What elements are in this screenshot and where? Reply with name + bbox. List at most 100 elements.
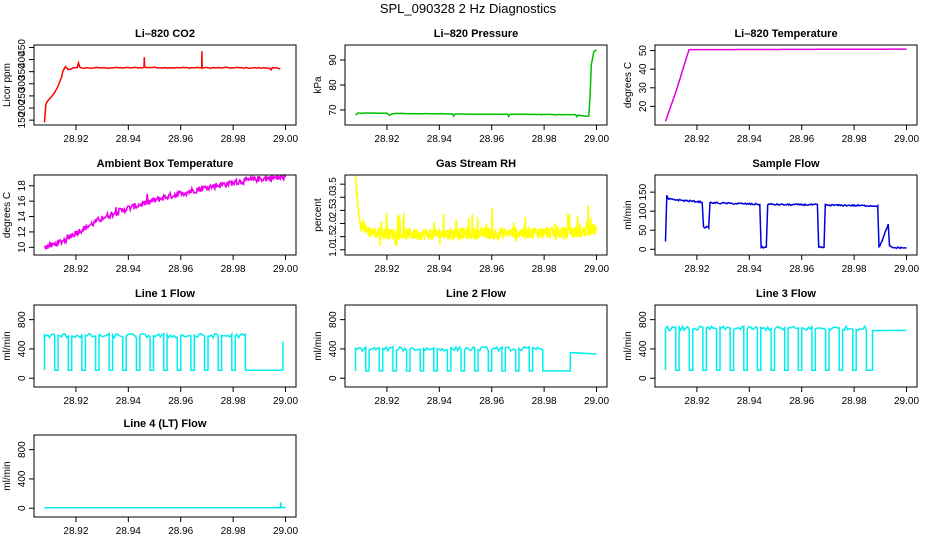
chart-panel: Ambient Box Temperature 28.92 28.94 28.96 28… xyxy=(2,158,298,275)
y-tick-label: 350 xyxy=(17,63,28,80)
x-tick-label: 28.94 xyxy=(116,264,141,275)
y-tick-label: 3.0 xyxy=(328,190,339,204)
x-tick-label: 28.98 xyxy=(842,264,867,275)
series-line xyxy=(664,324,907,371)
x-tick-label: 28.92 xyxy=(63,396,88,407)
plot-frame xyxy=(654,304,918,388)
series-line xyxy=(354,345,597,372)
y-tick-label: 800 xyxy=(328,311,339,328)
y-tick-label: 16 xyxy=(17,195,28,207)
x-tick-label: 28.92 xyxy=(684,264,709,275)
chart-title: Line 4 (LT) Flow xyxy=(124,418,207,430)
series-line xyxy=(664,48,907,122)
x-tick-label: 28.96 xyxy=(479,396,504,407)
y-tick-label: 40 xyxy=(638,63,649,75)
y-tick-label: 18 xyxy=(17,180,28,192)
series-line xyxy=(43,331,284,371)
y-tick-label: 12 xyxy=(17,226,28,238)
y-tick-label: 3.5 xyxy=(328,177,339,191)
y-tick-label: 450 xyxy=(17,39,28,56)
x-tick-label: 28.92 xyxy=(63,264,88,275)
x-tick-label: 28.94 xyxy=(116,134,141,145)
y-tick-label: 150 xyxy=(638,183,649,200)
plot-frame xyxy=(654,174,918,256)
x-tick-label: 28.98 xyxy=(842,396,867,407)
plot-frame xyxy=(33,44,297,126)
series-line xyxy=(354,174,598,247)
y-tick-label: 300 xyxy=(17,75,28,92)
y-tick-label: 0 xyxy=(638,375,649,381)
x-tick-label: 28.96 xyxy=(479,134,504,145)
x-tick-label: 28.94 xyxy=(116,526,141,537)
y-tick-label: 2.0 xyxy=(328,216,339,230)
x-tick-label: 28.94 xyxy=(737,396,762,407)
y-axis-label: ml/min xyxy=(313,331,324,360)
x-tick-label: 28.98 xyxy=(221,134,246,145)
x-tick-label: 28.98 xyxy=(221,526,246,537)
y-axis-label: percent xyxy=(313,198,324,232)
chart-title: Li–820 Temperature xyxy=(734,28,837,40)
chart-panel: Line 3 Flow 28.92 28.94 28.96 28.98 29.00 0 400… xyxy=(623,288,919,407)
y-axis-label: ml/min xyxy=(2,461,13,490)
y-tick-label: 100 xyxy=(638,202,649,219)
y-tick-label: 20 xyxy=(638,100,649,112)
y-axis-label: Licor ppm xyxy=(2,63,13,107)
y-tick-label: 70 xyxy=(328,104,339,116)
y-tick-label: 800 xyxy=(17,441,28,458)
y-tick-label: 50 xyxy=(638,224,649,236)
chart-title: Line 1 Flow xyxy=(135,288,195,300)
x-tick-label: 28.98 xyxy=(532,134,557,145)
plot-frame xyxy=(344,174,608,256)
chart-panel: Line 1 Flow 28.92 28.94 28.96 28.98 29.00 0 400… xyxy=(2,288,298,407)
plot-frame xyxy=(33,434,297,518)
chart-panel: Li–820 CO2 28.92 28.94 28.96 28.98 29.00 15020… xyxy=(2,28,298,145)
y-tick-label: 400 xyxy=(17,51,28,68)
y-tick-label: 400 xyxy=(17,470,28,487)
x-tick-label: 29.00 xyxy=(273,526,298,537)
x-tick-label: 28.92 xyxy=(374,264,399,275)
y-axis-label: degrees C xyxy=(2,192,13,238)
figure-title: SPL_090328 2 Hz Diagnostics xyxy=(379,1,557,16)
y-tick-label: 250 xyxy=(17,87,28,104)
y-tick-label: 10 xyxy=(17,241,28,253)
chart-title: Li–820 Pressure xyxy=(434,28,518,40)
y-tick-label: 80 xyxy=(328,79,339,91)
y-tick-label: 14 xyxy=(17,211,28,223)
plot-frame xyxy=(344,304,608,388)
x-tick-label: 28.96 xyxy=(789,264,814,275)
series-line xyxy=(44,502,286,509)
y-tick-label: 50 xyxy=(638,45,649,57)
plot-frame xyxy=(654,44,918,126)
x-tick-label: 29.00 xyxy=(894,396,919,407)
y-tick-label: 200 xyxy=(17,99,28,116)
chart-panel: Line 2 Flow 28.92 28.94 28.96 28.98 29.00 0 400… xyxy=(313,288,609,407)
series-line xyxy=(355,49,597,118)
x-tick-label: 28.98 xyxy=(532,396,557,407)
x-tick-label: 28.96 xyxy=(789,396,814,407)
y-axis-label: ml/min xyxy=(623,331,634,360)
chart-title: Line 2 Flow xyxy=(446,288,506,300)
y-tick-label: 2.5 xyxy=(328,203,339,217)
plot-frame xyxy=(33,304,297,388)
y-tick-label: 1.0 xyxy=(328,242,339,256)
y-tick-label: 0 xyxy=(17,505,28,511)
x-tick-label: 29.00 xyxy=(273,134,298,145)
y-tick-label: 0 xyxy=(638,246,649,252)
x-tick-label: 28.98 xyxy=(842,134,867,145)
series-line xyxy=(43,51,281,123)
y-axis-label: kPa xyxy=(313,76,324,94)
x-tick-label: 28.94 xyxy=(427,396,452,407)
y-tick-label: 0 xyxy=(328,375,339,381)
x-tick-label: 28.98 xyxy=(221,396,246,407)
x-tick-label: 28.96 xyxy=(168,134,193,145)
x-tick-label: 28.92 xyxy=(684,134,709,145)
chart-panel: Line 4 (LT) Flow 28.92 28.94 28.96 28.98 29.0… xyxy=(2,418,298,537)
y-tick-label: 400 xyxy=(638,340,649,357)
x-tick-label: 28.92 xyxy=(374,396,399,407)
y-axis-label: ml/min xyxy=(2,331,13,360)
x-tick-label: 29.00 xyxy=(894,264,919,275)
y-axis-label: ml/min xyxy=(623,200,634,229)
x-tick-label: 28.94 xyxy=(737,264,762,275)
x-tick-label: 28.94 xyxy=(427,264,452,275)
